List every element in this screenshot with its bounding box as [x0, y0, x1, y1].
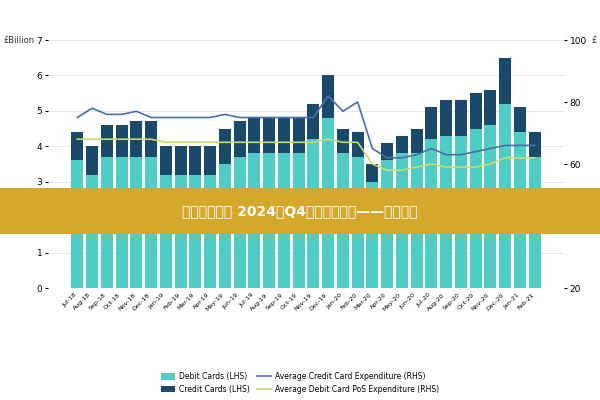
Bar [529, 157, 541, 288]
Bar [219, 164, 231, 288]
Bar [116, 125, 128, 157]
Bar [470, 93, 482, 128]
Bar [263, 153, 275, 288]
Text: £Billion: £Billion [3, 36, 34, 45]
Bar [293, 118, 305, 153]
Bar [116, 157, 128, 288]
Bar [160, 146, 172, 175]
Legend: Debit Cards (LHS), Credit Cards (LHS), Average Credit Card Expenditure (RHS), Av: Debit Cards (LHS), Credit Cards (LHS), A… [159, 370, 441, 396]
Bar [425, 107, 437, 139]
Bar [86, 175, 98, 288]
Bar [160, 175, 172, 288]
Bar [101, 125, 113, 157]
Bar [529, 132, 541, 157]
Bar [204, 175, 216, 288]
Bar [204, 146, 216, 175]
Bar [411, 153, 422, 288]
Bar [86, 146, 98, 175]
Bar [411, 128, 422, 153]
Bar [190, 175, 201, 288]
Bar [455, 100, 467, 136]
Bar [248, 153, 260, 288]
Bar [71, 132, 83, 160]
Bar [440, 100, 452, 136]
Bar [130, 122, 142, 157]
Bar [499, 58, 511, 104]
Bar [396, 136, 408, 153]
Bar [484, 90, 496, 125]
Bar [440, 136, 452, 288]
Bar [71, 160, 83, 288]
Bar [352, 157, 364, 288]
Bar [130, 157, 142, 288]
Bar [234, 122, 245, 157]
Bar [101, 157, 113, 288]
Bar [514, 107, 526, 132]
Bar [396, 153, 408, 288]
Bar [455, 136, 467, 288]
Bar [278, 153, 290, 288]
Bar [248, 118, 260, 153]
Bar [322, 118, 334, 288]
Bar [278, 118, 290, 153]
Bar [293, 153, 305, 288]
Bar [234, 157, 245, 288]
Bar [352, 132, 364, 157]
Bar [425, 139, 437, 288]
Text: £: £ [592, 36, 597, 45]
Bar [514, 132, 526, 288]
Bar [190, 146, 201, 175]
Text: 股票配资招聘 2024年Q4基金持仓情况——紫金矿业: 股票配资招聘 2024年Q4基金持仓情况——紫金矿业 [182, 204, 418, 218]
Bar [307, 139, 319, 288]
Bar [499, 104, 511, 288]
Bar [322, 76, 334, 118]
Bar [175, 175, 187, 288]
Bar [145, 157, 157, 288]
Bar [470, 128, 482, 288]
Bar [175, 146, 187, 175]
Bar [381, 143, 393, 160]
Bar [484, 125, 496, 288]
Bar [219, 128, 231, 164]
Bar [381, 160, 393, 288]
Bar [263, 118, 275, 153]
Bar [337, 153, 349, 288]
Bar [337, 128, 349, 153]
Bar [145, 122, 157, 157]
Bar [307, 104, 319, 139]
Bar [367, 164, 378, 182]
Bar [367, 182, 378, 288]
